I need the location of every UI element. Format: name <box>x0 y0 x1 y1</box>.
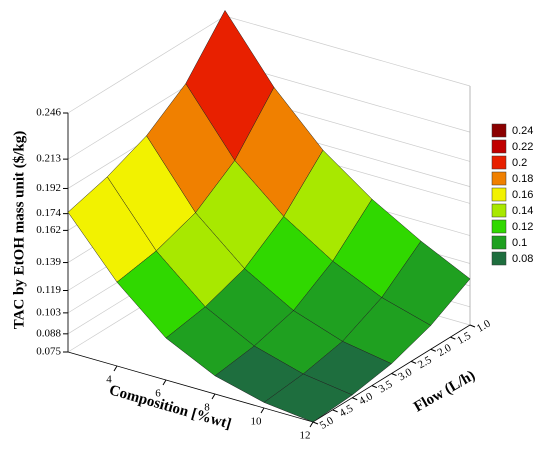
legend-label: 0.08 <box>512 253 533 265</box>
z-tick-label: 0.119 <box>37 284 62 296</box>
legend-swatch <box>491 251 507 266</box>
x-tick <box>162 379 167 386</box>
y-tick <box>410 360 417 364</box>
z-axis-title: TAC by EtOH mass unit ($/kg) <box>11 131 27 330</box>
legend-swatch <box>491 219 507 234</box>
legend-swatch <box>491 123 507 138</box>
legend-swatch <box>491 155 507 170</box>
y-tick <box>352 397 358 401</box>
y-tick <box>371 385 378 389</box>
legend-label: 0.16 <box>512 189 533 201</box>
z-tick-label: 0.213 <box>36 153 61 165</box>
z-tick-label: 0.075 <box>36 346 61 358</box>
y-tick <box>332 409 338 413</box>
x-tick-label: 6 <box>155 388 161 400</box>
z-tick-label: 0.103 <box>36 306 61 318</box>
y-tick <box>469 324 476 328</box>
legend-swatch <box>491 235 507 250</box>
x-tick-label: 4 <box>106 374 112 386</box>
x-axis-title: Composition [%wt] <box>107 382 233 432</box>
legend-label: 0.12 <box>512 221 533 233</box>
y-tick <box>430 348 436 352</box>
y-axis-title: Flow (L/h) <box>411 368 478 416</box>
legend-label: 0.22 <box>512 141 533 153</box>
legend-label: 0.24 <box>512 125 533 137</box>
x-tick-label: 8 <box>204 402 210 414</box>
x-tick <box>309 421 314 428</box>
z-tick-label: 0.088 <box>36 327 61 339</box>
legend-swatch <box>491 171 507 186</box>
z-tick-label: 0.139 <box>36 256 61 268</box>
legend-label: 0.18 <box>512 173 533 185</box>
x-tick <box>260 407 265 414</box>
x-tick <box>211 393 216 400</box>
z-tick-label: 0.192 <box>36 182 61 194</box>
legend-label: 0.1 <box>512 237 527 249</box>
y-tick <box>391 373 397 376</box>
legend-label: 0.2 <box>512 157 527 169</box>
x-tick <box>113 365 118 372</box>
legend-label: 0.14 <box>512 205 533 217</box>
y-tick <box>450 336 456 340</box>
z-tick-label: 0.162 <box>36 224 61 236</box>
z-tick-label: 0.246 <box>36 107 61 119</box>
y-tick-label: 1.0 <box>475 317 493 335</box>
x-tick-label: 10 <box>251 416 263 428</box>
legend-swatch <box>491 203 507 218</box>
legend-swatch <box>491 139 507 154</box>
legend-swatch <box>491 187 507 202</box>
x-tick-label: 12 <box>300 430 311 442</box>
y-tick <box>312 421 319 425</box>
z-tick-label: 0.174 <box>36 207 61 219</box>
